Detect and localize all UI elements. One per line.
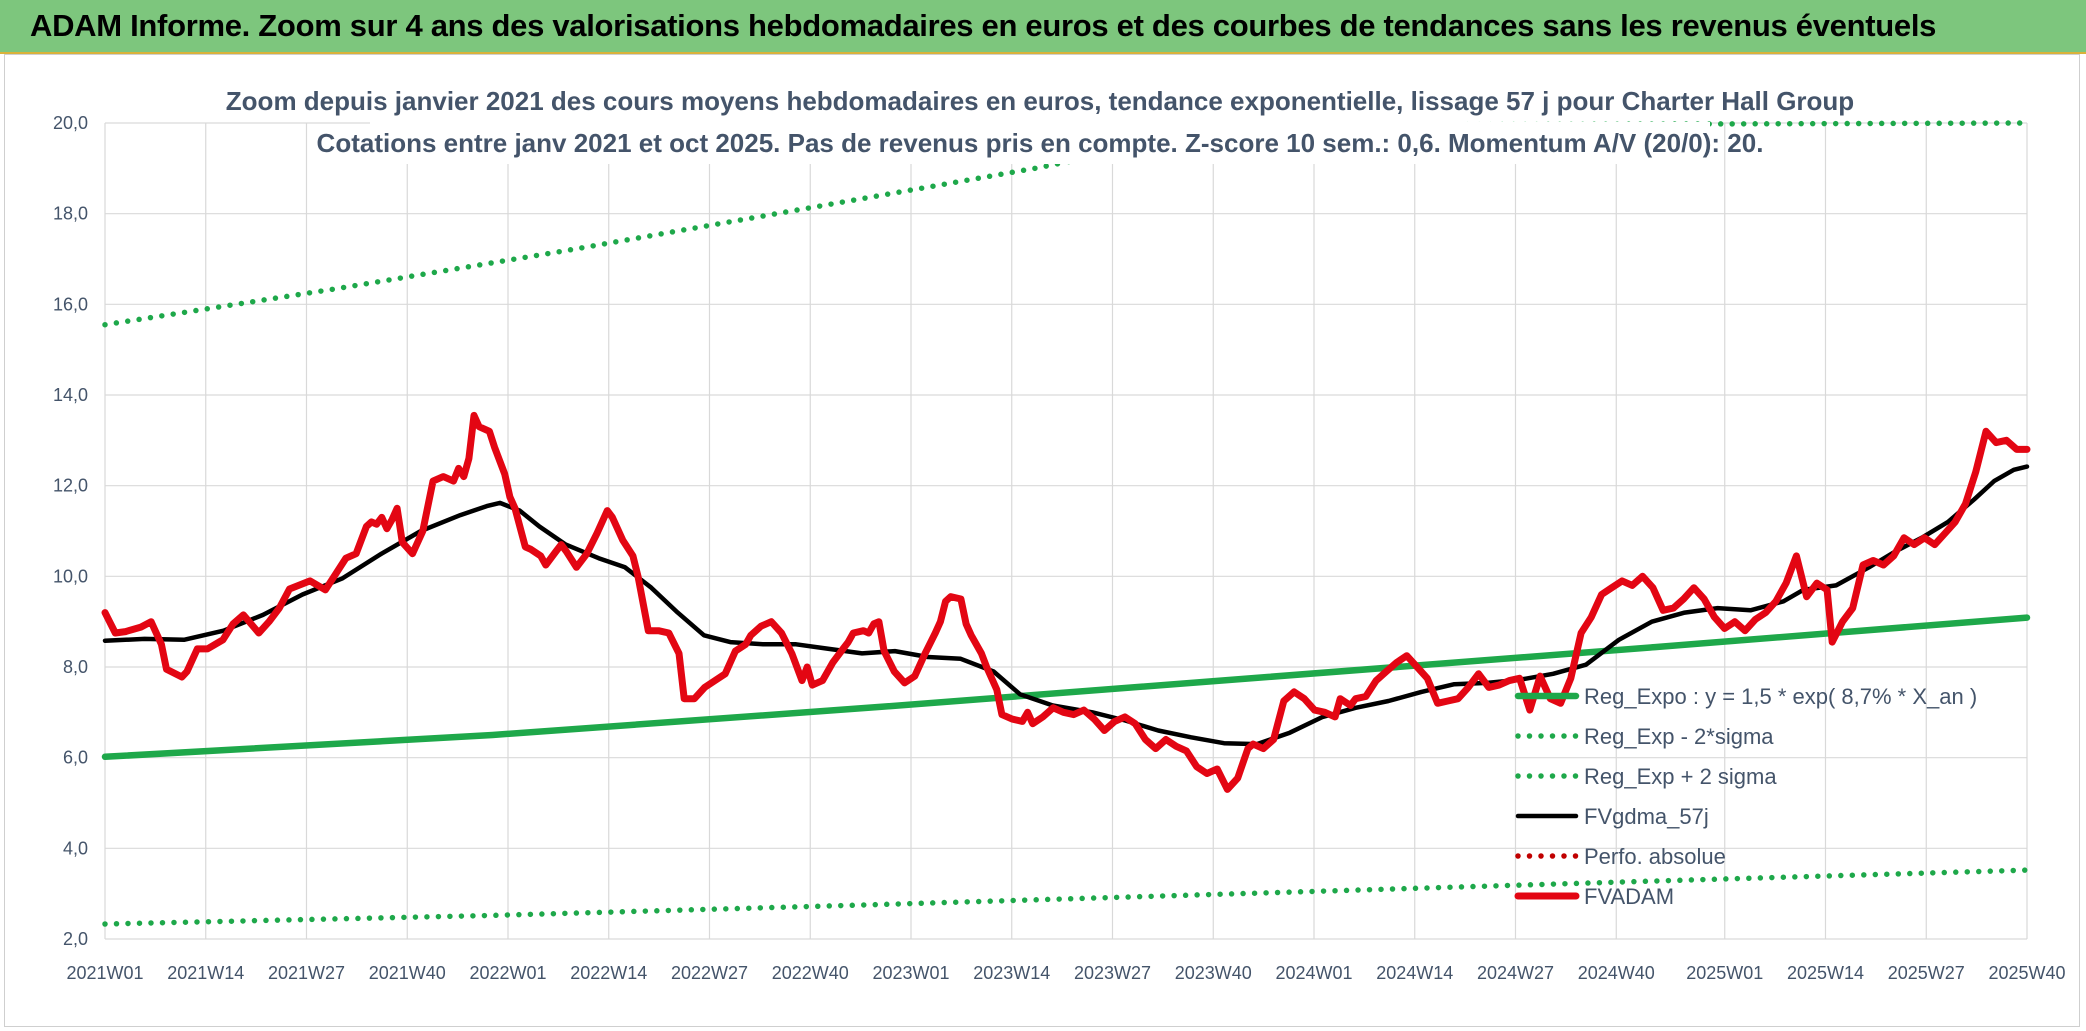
series-layer	[101, 120, 2031, 927]
chart-frame	[4, 54, 2080, 1027]
series-line-fvadam	[101, 411, 2031, 793]
y-tick-label: 10,0	[53, 566, 88, 586]
x-tick-label: 2021W27	[268, 963, 345, 983]
x-tick-label: 2021W14	[167, 963, 244, 983]
x-tick-label: 2022W27	[671, 963, 748, 983]
y-tick-label: 8,0	[63, 657, 88, 677]
legend-label: Reg_Exp - 2*sigma	[1584, 724, 1774, 749]
series-line-reg-expo-y-1-5-exp-8-7-x-an	[101, 614, 2031, 761]
y-tick-label: 6,0	[63, 748, 88, 768]
y-tick-label: 18,0	[53, 204, 88, 224]
x-tick-label: 2025W01	[1686, 963, 1763, 983]
x-tick-label: 2024W40	[1578, 963, 1655, 983]
x-tick-label: 2025W27	[1888, 963, 1965, 983]
chart-subtitle: Cotations entre janv 2021 et oct 2025. P…	[317, 128, 1764, 158]
series-line-reg-exp-2-sigma	[102, 867, 2030, 927]
header-banner: ADAM Informe. Zoom sur 4 ans des valoris…	[0, 0, 2086, 54]
x-tick-label: 2024W14	[1376, 963, 1453, 983]
x-tick-label: 2025W14	[1787, 963, 1864, 983]
x-tick-label: 2024W01	[1275, 963, 1352, 983]
x-tick-label: 2022W14	[570, 963, 647, 983]
y-tick-label: 20,0	[53, 113, 88, 133]
subtitle-background	[370, 122, 1710, 164]
page-title: ADAM Informe. Zoom sur 4 ans des valoris…	[30, 8, 1937, 43]
legend-label: Perfo. absolue	[1584, 844, 1726, 869]
x-tick-label: 2023W40	[1175, 963, 1252, 983]
x-tick-label: 2021W40	[369, 963, 446, 983]
x-tick-label: 2022W01	[469, 963, 546, 983]
title-background	[300, 80, 1775, 118]
y-tick-label: 2,0	[63, 929, 88, 949]
legend-label: Reg_Expo : y = 1,5 * exp( 8,7% * X_an )	[1584, 684, 1977, 709]
legend-label: Reg_Exp + 2 sigma	[1584, 764, 1777, 789]
x-axis: 2021W01 2021W14 2021W27 2021W40 2022W01 2022W…	[66, 963, 2065, 983]
x-tick-label: 2023W27	[1074, 963, 1151, 983]
y-tick-label: 14,0	[53, 385, 88, 405]
y-tick-label: 4,0	[63, 838, 88, 858]
chart-title: Zoom depuis janvier 2021 des cours moyen…	[226, 86, 1854, 116]
y-tick-label: 16,0	[53, 294, 88, 314]
x-tick-label: 2025W40	[1988, 963, 2065, 983]
x-tick-label: 2023W01	[872, 963, 949, 983]
y-tick-label: 12,0	[53, 476, 88, 496]
x-tick-label: 2023W14	[973, 963, 1050, 983]
y-axis: 2,0 4,0 6,0 8,0 10,0 12,0 14,0 16,0 18,0 20,0	[53, 113, 88, 949]
grid	[104, 122, 2028, 940]
legend-label: FVgdma_57j	[1584, 804, 1709, 829]
legend-label: FVADAM	[1584, 884, 1674, 909]
legend: Reg_Expo : y = 1,5 * exp( 8,7% * X_an ) R…	[1514, 684, 1977, 909]
x-tick-label: 2024W27	[1477, 963, 1554, 983]
x-tick-label: 2021W01	[66, 963, 143, 983]
x-tick-label: 2022W40	[772, 963, 849, 983]
